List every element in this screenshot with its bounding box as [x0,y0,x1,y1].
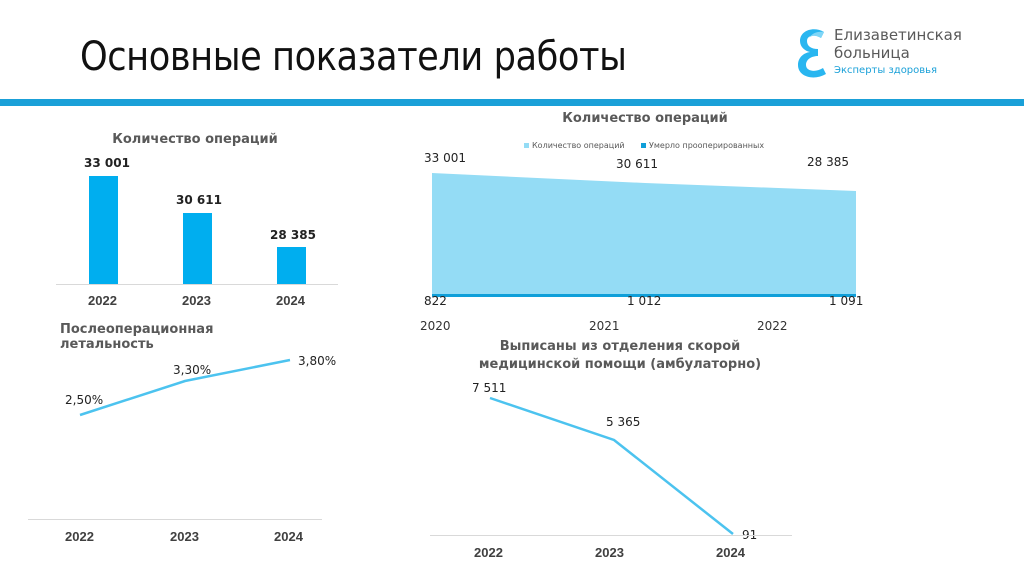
legend-item: Количество операций [524,141,625,150]
data-label: 3,30% [173,363,212,377]
header-divider [0,99,1024,106]
x-tick: 2023 [182,293,211,308]
x-tick: 2022 [757,319,788,333]
chart-title: Количество операций [562,111,728,126]
logo-name-line2: больница [834,44,910,62]
chart-title: Выписаны из отделения скорой медицинской… [470,338,770,374]
chart-title: Послеоперационная летальность [60,322,214,352]
data-label: 3,80% [298,354,337,368]
line-series [79,358,291,417]
data-label: 33 001 [84,156,130,170]
data-label: 7 511 [472,381,507,395]
line-series [489,396,734,535]
x-tick: 2023 [170,529,199,544]
chart-title-line2: медицинской помощи (амбулаторно) [478,357,762,372]
data-label: 5 365 [606,415,641,429]
x-tick: 2021 [589,319,620,333]
x-axis [56,284,338,285]
data-label: 1 091 [829,294,864,308]
bar-2024 [277,247,306,284]
x-tick: 2023 [595,545,624,560]
data-label: 33 001 [424,151,466,165]
hospital-logo: Елизаветинская больница Эксперты здоровь… [796,26,996,82]
chart-title-line1: Выписаны из отделения скорой [499,339,741,354]
data-label: 28 385 [807,155,849,169]
data-label: 1 012 [627,294,662,308]
logo-name: Елизаветинская больница [834,26,962,62]
legend-swatch [641,143,646,148]
x-tick: 2022 [88,293,117,308]
data-label: 822 [424,294,447,308]
legend-item: Умерло прооперированных [641,141,764,150]
data-label: 28 385 [270,228,316,242]
x-tick: 2020 [420,319,451,333]
x-axis [430,535,792,536]
data-label: 2,50% [65,393,104,407]
logo-tagline: Эксперты здоровья [834,65,938,76]
legend-label: Количество операций [532,141,625,150]
letter-e-logo-icon [798,29,826,78]
x-tick: 2024 [274,529,303,544]
legend-label: Умерло прооперированных [649,141,765,150]
x-tick: 2022 [474,545,503,560]
x-tick: 2022 [65,529,94,544]
x-tick: 2024 [276,293,305,308]
line-plot [79,358,291,417]
logo-name-line1: Елизаветинская [834,26,962,44]
legend-swatch [524,143,529,148]
page-title: Основные показатели работы [80,34,627,80]
area-operations [432,173,856,296]
data-label: 30 611 [176,193,222,207]
area-deaths [432,294,856,297]
x-tick: 2024 [716,545,745,560]
bar-2023 [183,213,212,284]
bar-2022 [89,176,118,284]
chart-title: Количество операций [112,132,278,147]
x-axis [28,519,322,520]
data-label: 30 611 [616,157,658,171]
